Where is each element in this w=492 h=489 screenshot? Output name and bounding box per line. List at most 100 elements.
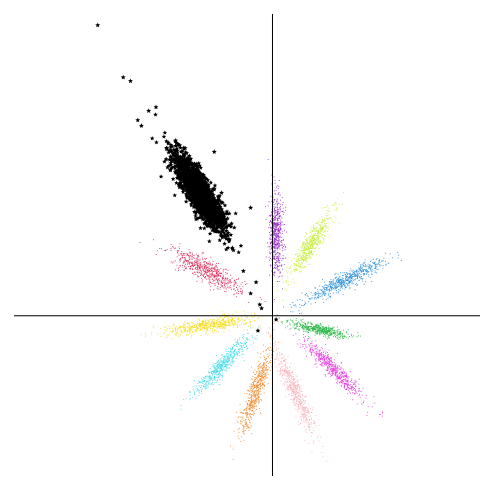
data-point: [334, 287, 336, 289]
data-point: [312, 242, 313, 244]
data-point: [370, 271, 372, 273]
data-point: [222, 241, 227, 246]
data-point: [341, 286, 343, 288]
data-point: [203, 268, 205, 270]
data-point: [279, 272, 281, 274]
data-point: [281, 240, 282, 242]
data-point: [283, 281, 285, 283]
data-point: [273, 230, 275, 232]
data-point: [285, 209, 287, 211]
data-point: [183, 252, 185, 254]
data-point: [274, 241, 276, 243]
data-point: [290, 327, 292, 329]
data-point: [270, 264, 272, 266]
data-point: [199, 258, 201, 260]
data-point: [323, 231, 325, 233]
data-point: [339, 288, 341, 290]
data-point: [191, 325, 192, 327]
data-point: [207, 322, 209, 324]
data-point: [275, 189, 277, 191]
data-point: [304, 266, 305, 268]
data-point: [209, 323, 211, 325]
data-point: [316, 240, 318, 242]
data-point: [192, 322, 194, 324]
data-point: [325, 225, 326, 227]
data-point: [194, 166, 200, 172]
data-point: [310, 236, 312, 237]
data-point: [306, 327, 308, 329]
data-point: [334, 283, 336, 285]
data-point: [271, 200, 273, 202]
data-point: [220, 326, 222, 328]
data-point: [229, 279, 231, 281]
data-point: [208, 324, 209, 326]
data-point: [326, 329, 328, 330]
data-point: [221, 327, 223, 329]
data-point: [283, 246, 284, 247]
data-point: [285, 289, 287, 291]
data-point: [355, 282, 357, 284]
data-point: [208, 275, 210, 277]
data-point: [351, 282, 353, 283]
data-point: [312, 238, 314, 240]
data-point: [279, 230, 280, 232]
data-point: [197, 266, 199, 268]
data-point: [341, 277, 343, 279]
data-point: [311, 248, 313, 250]
data-point: [318, 238, 320, 240]
data-point: [167, 325, 169, 327]
data-point: [224, 223, 229, 229]
data-point: [364, 269, 365, 271]
data-point: [231, 322, 233, 324]
data-point: [276, 215, 277, 216]
data-point: [273, 236, 275, 238]
data-point: [347, 278, 349, 280]
data-point: [295, 253, 296, 255]
data-point: [330, 278, 332, 280]
data-point: [295, 254, 297, 256]
data-point: [174, 324, 176, 326]
data-point: [281, 275, 283, 277]
points-layer: [139, 112, 402, 462]
data-point: [306, 258, 308, 260]
data-point: [213, 276, 215, 278]
data-point: [210, 271, 212, 272]
data-point: [193, 323, 195, 325]
data-point: [185, 328, 187, 329]
data-point: [297, 255, 299, 257]
data-point: [172, 324, 174, 326]
data-point: [189, 268, 191, 270]
data-point: [342, 278, 343, 280]
data-point: [322, 286, 324, 288]
data-point: [323, 331, 325, 333]
data-point: [213, 324, 215, 326]
data-point: [326, 217, 328, 219]
data-point: [214, 322, 216, 324]
data-point: [231, 319, 233, 321]
data-point: [231, 320, 233, 322]
data-point: [215, 319, 217, 321]
data-point: [201, 328, 203, 330]
data-point: [186, 255, 188, 257]
data-point: [235, 278, 237, 280]
data-point: [278, 227, 280, 229]
data-point: [273, 241, 275, 243]
data-point: [308, 258, 310, 260]
data-point: [194, 262, 196, 264]
data-point: [238, 243, 244, 248]
data-point: [274, 271, 276, 273]
data-point: [236, 285, 238, 286]
data-point: [273, 252, 275, 254]
data-point: [283, 306, 284, 308]
data-point: [277, 223, 278, 225]
data-point: [346, 272, 348, 274]
data-point: [182, 332, 184, 334]
data-point: [273, 228, 275, 229]
data-point: [194, 263, 195, 265]
data-point: [197, 264, 199, 266]
data-point: [335, 277, 337, 278]
data-point: [279, 207, 280, 209]
data-point: [245, 319, 246, 321]
data-point: [312, 245, 314, 247]
data-point: [274, 229, 276, 231]
